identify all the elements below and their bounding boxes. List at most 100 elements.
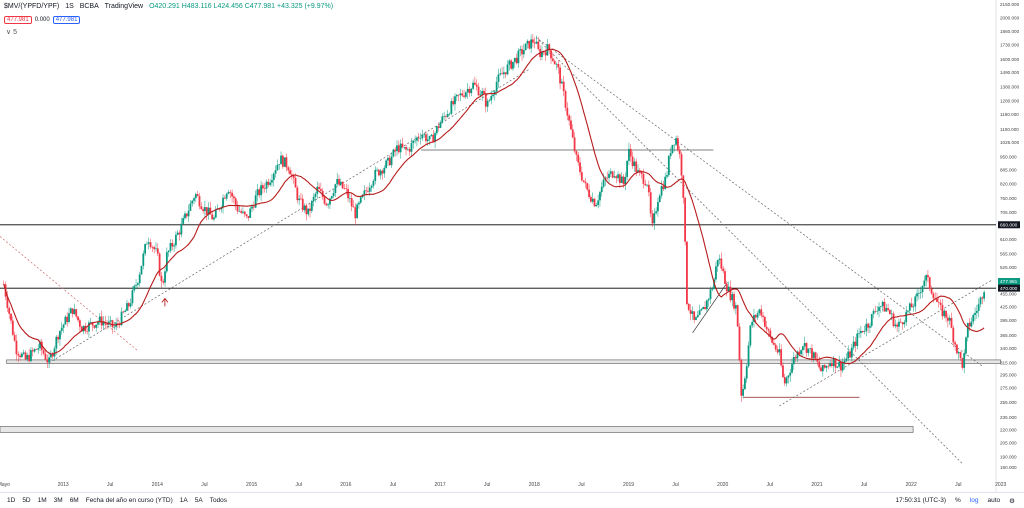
candle-body xyxy=(571,129,574,138)
price-tick-label: 255.000 xyxy=(1000,400,1017,405)
price-chart[interactable]: 2150.000 2000.000 1860.000 1730.000 1600.000… xyxy=(0,0,1024,492)
candle-body xyxy=(647,184,650,193)
range-ytd[interactable]: Fecha del año en curso (YTD) xyxy=(85,497,173,504)
candle-body xyxy=(164,271,166,283)
candle-body xyxy=(611,171,614,178)
candle-body xyxy=(952,327,955,343)
candle-body xyxy=(564,91,567,108)
clock[interactable]: 17:50:31 (UTC-3) xyxy=(895,497,947,504)
candle-body xyxy=(845,358,848,361)
candle-body xyxy=(718,258,721,260)
range-3m[interactable]: 3M xyxy=(53,497,63,504)
candle-body xyxy=(229,191,232,193)
candle-body xyxy=(162,281,165,283)
candle-body xyxy=(773,342,775,345)
candle-body xyxy=(303,205,306,211)
buy-price-badge[interactable]: 477.981 xyxy=(52,16,81,24)
candle-body xyxy=(551,58,554,61)
candle-body xyxy=(196,194,199,196)
candle-body xyxy=(343,188,346,189)
candle-body xyxy=(131,290,134,304)
spread-value: 0.000 xyxy=(34,17,50,23)
price-tick-label: 565.000 xyxy=(1000,251,1017,256)
sell-price-badge[interactable]: 477.981 xyxy=(4,16,32,24)
candle-body xyxy=(481,91,484,95)
candle-body xyxy=(698,310,701,316)
price-tick-label: 315.000 xyxy=(1000,360,1017,365)
candle-body xyxy=(914,296,917,307)
range-6m[interactable]: 6M xyxy=(69,497,79,504)
candle-body xyxy=(954,342,957,345)
candle-body xyxy=(318,186,320,190)
candle-body xyxy=(878,306,880,312)
indicator-collapse-toggle[interactable]: ∨ 5 xyxy=(6,29,17,36)
price-tick-label: 455.000 xyxy=(1000,292,1017,297)
candle-body xyxy=(541,51,543,58)
candle-body xyxy=(359,197,362,203)
candle-body xyxy=(93,325,96,328)
candle-body xyxy=(69,308,72,314)
candle-body xyxy=(254,195,257,208)
candle-body xyxy=(816,358,819,362)
candle-body xyxy=(510,60,513,69)
candle-body xyxy=(803,343,806,347)
candle-body xyxy=(173,245,176,247)
candle-body xyxy=(872,310,875,315)
zone-rect xyxy=(0,426,914,433)
candle-body xyxy=(740,360,743,396)
log-toggle[interactable]: log xyxy=(969,497,979,504)
range-5a[interactable]: 5A xyxy=(194,497,203,504)
candle-body xyxy=(588,189,590,198)
candle-body xyxy=(917,293,920,294)
candle-body xyxy=(185,213,188,217)
candle-body xyxy=(760,309,763,316)
candle-body xyxy=(811,348,813,359)
time-tick-label: 2015 xyxy=(246,482,257,488)
auto-toggle[interactable]: auto xyxy=(987,497,1001,504)
candle-body xyxy=(298,198,301,201)
arrow-up-icon xyxy=(161,298,169,307)
trendline xyxy=(779,280,992,407)
candle-body xyxy=(825,365,828,368)
candle-body xyxy=(231,192,233,197)
candle-body xyxy=(211,214,214,220)
candle-body xyxy=(158,253,161,276)
candle-body xyxy=(430,134,433,136)
candle-body xyxy=(117,323,119,324)
candle-body xyxy=(443,116,446,117)
range-all[interactable]: Todos xyxy=(209,497,228,504)
candle-body xyxy=(243,211,246,215)
candle-body xyxy=(830,363,833,367)
candle-body xyxy=(470,88,473,94)
settings-gear-icon[interactable]: ⚙ xyxy=(1009,497,1015,505)
range-5d[interactable]: 5D xyxy=(22,497,31,504)
candle-body xyxy=(738,326,741,361)
time-tick-label: Jul xyxy=(672,482,678,488)
candle-body xyxy=(240,211,243,213)
candle-body xyxy=(557,63,560,68)
range-1a[interactable]: 1A xyxy=(179,497,188,504)
candle-body xyxy=(377,169,380,176)
range-1d[interactable]: 1D xyxy=(7,497,16,504)
candle-body xyxy=(818,361,821,368)
candle-body xyxy=(653,213,656,224)
candle-body xyxy=(372,180,375,186)
candle-body xyxy=(968,322,971,327)
candle-body xyxy=(888,310,891,315)
time-tick-label: 2021 xyxy=(811,482,822,488)
candle-body xyxy=(513,57,516,62)
candle-body xyxy=(910,303,913,308)
candle-body xyxy=(883,301,886,312)
time-tick-label: 2019 xyxy=(623,482,634,488)
candle-body xyxy=(631,156,634,167)
price-tick-label: 950.000 xyxy=(1000,154,1017,159)
candle-body xyxy=(97,322,99,325)
symbol-name[interactable]: $MV/(YPFD/YPF) xyxy=(4,3,60,10)
candle-body xyxy=(88,322,90,332)
interval[interactable]: 1S xyxy=(65,3,74,10)
range-1m[interactable]: 1M xyxy=(37,497,47,504)
candle-body xyxy=(490,96,493,101)
percent-toggle[interactable]: % xyxy=(955,497,961,504)
candle-body xyxy=(55,336,58,349)
candle-body xyxy=(579,162,581,173)
